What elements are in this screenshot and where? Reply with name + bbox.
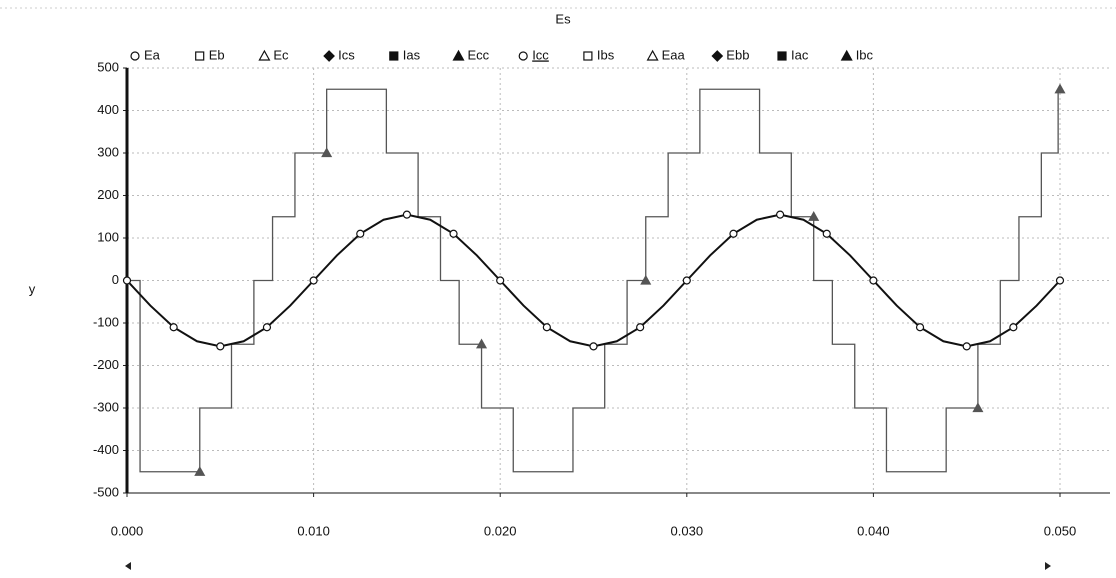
x-tick-label: 0.030 <box>671 523 704 538</box>
legend-marker <box>259 51 269 60</box>
page: {"chart_data": { "type": "line", "title"… <box>0 0 1116 578</box>
legend-marker <box>324 51 334 61</box>
y-tick-label: -500 <box>93 484 119 499</box>
x-tick-label: 0.010 <box>297 523 330 538</box>
legend-marker <box>390 52 398 60</box>
legend-label[interactable]: Ecc <box>468 47 490 62</box>
y-tick-label: 500 <box>97 59 119 74</box>
point-marker <box>683 277 690 284</box>
legend-marker <box>778 52 786 60</box>
point-marker <box>730 230 737 237</box>
point-marker <box>1057 277 1064 284</box>
legend-label[interactable]: Ebb <box>726 47 749 62</box>
legend-label[interactable]: Iac <box>791 47 809 62</box>
legend-label[interactable]: Eaa <box>662 47 686 62</box>
legend-label[interactable]: Ibc <box>856 47 874 62</box>
y-tick-label: 400 <box>97 102 119 117</box>
point-marker <box>310 277 317 284</box>
legend-label[interactable]: Ec <box>273 47 289 62</box>
y-tick-label: -400 <box>93 442 119 457</box>
point-marker <box>637 324 644 331</box>
legend-label[interactable]: Ias <box>403 47 421 62</box>
scroll-left[interactable] <box>125 562 131 570</box>
point-marker <box>823 230 830 237</box>
legend-marker <box>196 52 204 60</box>
y-tick-label: 100 <box>97 229 119 244</box>
y-tick-label: 200 <box>97 187 119 202</box>
legend-label[interactable]: Ics <box>338 47 355 62</box>
point-marker <box>170 324 177 331</box>
x-tick-label: 0.040 <box>857 523 890 538</box>
point-marker <box>1056 85 1065 93</box>
point-marker <box>870 277 877 284</box>
legend-label[interactable]: Eb <box>209 47 225 62</box>
y-tick-label: 300 <box>97 144 119 159</box>
chart-title: Es <box>555 11 571 26</box>
legend-marker <box>584 52 592 60</box>
point-marker <box>450 230 457 237</box>
point-marker <box>543 324 550 331</box>
y-tick-label: 0 <box>112 272 119 287</box>
point-marker <box>1010 324 1017 331</box>
point-marker <box>357 230 364 237</box>
legend-marker <box>519 52 527 60</box>
legend-marker <box>454 51 464 60</box>
legend-label[interactable]: Ea <box>144 47 161 62</box>
point-marker <box>403 211 410 218</box>
y-tick-label: -100 <box>93 314 119 329</box>
point-marker <box>124 277 131 284</box>
legend-marker <box>712 51 722 61</box>
y-tick-label: -300 <box>93 399 119 414</box>
scroll-right[interactable] <box>1045 562 1051 570</box>
legend-label[interactable]: Icc <box>532 47 549 62</box>
point-marker <box>217 343 224 350</box>
point-marker <box>590 343 597 350</box>
legend-marker <box>648 51 658 60</box>
x-tick-label: 0.020 <box>484 523 517 538</box>
legend-marker <box>842 51 852 60</box>
y-tick-label: -200 <box>93 357 119 372</box>
legend-marker <box>131 52 139 60</box>
point-marker <box>263 324 270 331</box>
point-marker <box>777 211 784 218</box>
point-marker <box>917 324 924 331</box>
point-marker <box>497 277 504 284</box>
point-marker <box>963 343 970 350</box>
x-tick-label: 0.050 <box>1044 523 1077 538</box>
legend-label[interactable]: Ibs <box>597 47 615 62</box>
x-tick-label: 0.000 <box>111 523 144 538</box>
chart: Es y -500 -400 -300 -200 -100 0 100 200 300 400 50… <box>0 0 1116 578</box>
y-axis-label: y <box>29 281 36 296</box>
